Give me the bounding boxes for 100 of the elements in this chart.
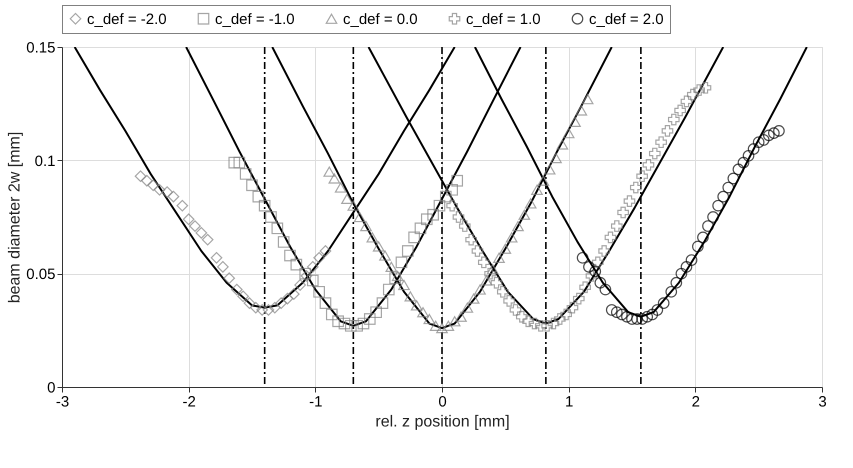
- x-tick-label: 3: [818, 394, 827, 410]
- point: [176, 200, 188, 212]
- point: [414, 222, 426, 234]
- point: [610, 306, 623, 318]
- point: [768, 127, 780, 139]
- legend-label: c_def = -2.0: [87, 10, 167, 28]
- point: [434, 200, 446, 212]
- point: [493, 252, 505, 263]
- point: [465, 234, 477, 246]
- point: [680, 261, 692, 273]
- point: [358, 318, 370, 330]
- point: [510, 304, 522, 316]
- point: [440, 190, 452, 202]
- point: [700, 82, 712, 94]
- point: [773, 125, 785, 137]
- point: [334, 182, 347, 193]
- point: [455, 312, 467, 322]
- point: [636, 313, 648, 325]
- point: [230, 284, 243, 296]
- point: [506, 232, 518, 243]
- point: [604, 232, 616, 244]
- point: [693, 84, 705, 96]
- point: [697, 232, 709, 244]
- point: [265, 211, 277, 223]
- point: [646, 308, 658, 320]
- point: [376, 297, 388, 309]
- point: [382, 284, 395, 296]
- x-tick-label: 0: [438, 394, 447, 410]
- point: [610, 220, 623, 232]
- point: [752, 136, 765, 148]
- point: [524, 198, 537, 209]
- point: [550, 152, 562, 164]
- point: [575, 105, 588, 116]
- point: [223, 272, 236, 284]
- point: [589, 266, 602, 278]
- point: [518, 210, 530, 220]
- point: [712, 200, 724, 212]
- point: [548, 318, 560, 330]
- x-tick-label: -2: [182, 394, 196, 410]
- x-tick-label: 1: [564, 394, 574, 410]
- point: [665, 286, 678, 298]
- y-tick-label: 0.05: [26, 266, 56, 284]
- legend-label: c_def = 0.0: [343, 10, 418, 28]
- point: [288, 288, 300, 300]
- point: [313, 252, 325, 264]
- point: [364, 313, 376, 325]
- point: [676, 268, 688, 280]
- point: [670, 276, 682, 289]
- point: [598, 245, 610, 257]
- point: [420, 213, 433, 226]
- point: [217, 261, 229, 273]
- point: [417, 307, 429, 318]
- point: [600, 284, 612, 296]
- point: [586, 270, 598, 282]
- point: [446, 200, 458, 212]
- point: [306, 274, 319, 286]
- point: [458, 220, 471, 232]
- point: [396, 256, 408, 268]
- point: [360, 220, 372, 232]
- point: [655, 136, 667, 148]
- point: [244, 297, 256, 309]
- point: [528, 318, 540, 330]
- point: [484, 268, 496, 280]
- point: [275, 297, 287, 309]
- point: [354, 212, 366, 222]
- point: [446, 184, 458, 196]
- point: [430, 320, 442, 331]
- point: [503, 295, 515, 307]
- point: [662, 125, 674, 137]
- point: [680, 96, 692, 108]
- point: [480, 275, 492, 286]
- point: [341, 194, 353, 204]
- x-tick-label: -1: [309, 394, 323, 410]
- point: [389, 272, 401, 284]
- point: [278, 236, 290, 248]
- point: [717, 190, 730, 202]
- point: [512, 220, 524, 232]
- point: [468, 293, 480, 304]
- point: [338, 318, 350, 330]
- point: [742, 150, 754, 162]
- point: [592, 256, 604, 268]
- point: [442, 320, 454, 331]
- point: [372, 241, 385, 252]
- x-axis-title: rel. z position [mm]: [375, 414, 510, 430]
- point: [624, 195, 636, 207]
- point: [516, 310, 528, 323]
- point: [641, 310, 654, 323]
- point: [320, 297, 332, 309]
- point: [616, 308, 628, 320]
- y-tick-label: 0.15: [26, 40, 56, 56]
- point: [256, 304, 268, 316]
- point: [141, 174, 153, 187]
- x-tick-label: -3: [56, 394, 70, 410]
- point: [436, 322, 448, 334]
- point: [707, 211, 719, 223]
- point: [668, 114, 680, 126]
- point: [490, 276, 502, 289]
- point: [738, 156, 750, 168]
- y-tick-label: 0.1: [34, 152, 56, 170]
- point: [686, 88, 699, 100]
